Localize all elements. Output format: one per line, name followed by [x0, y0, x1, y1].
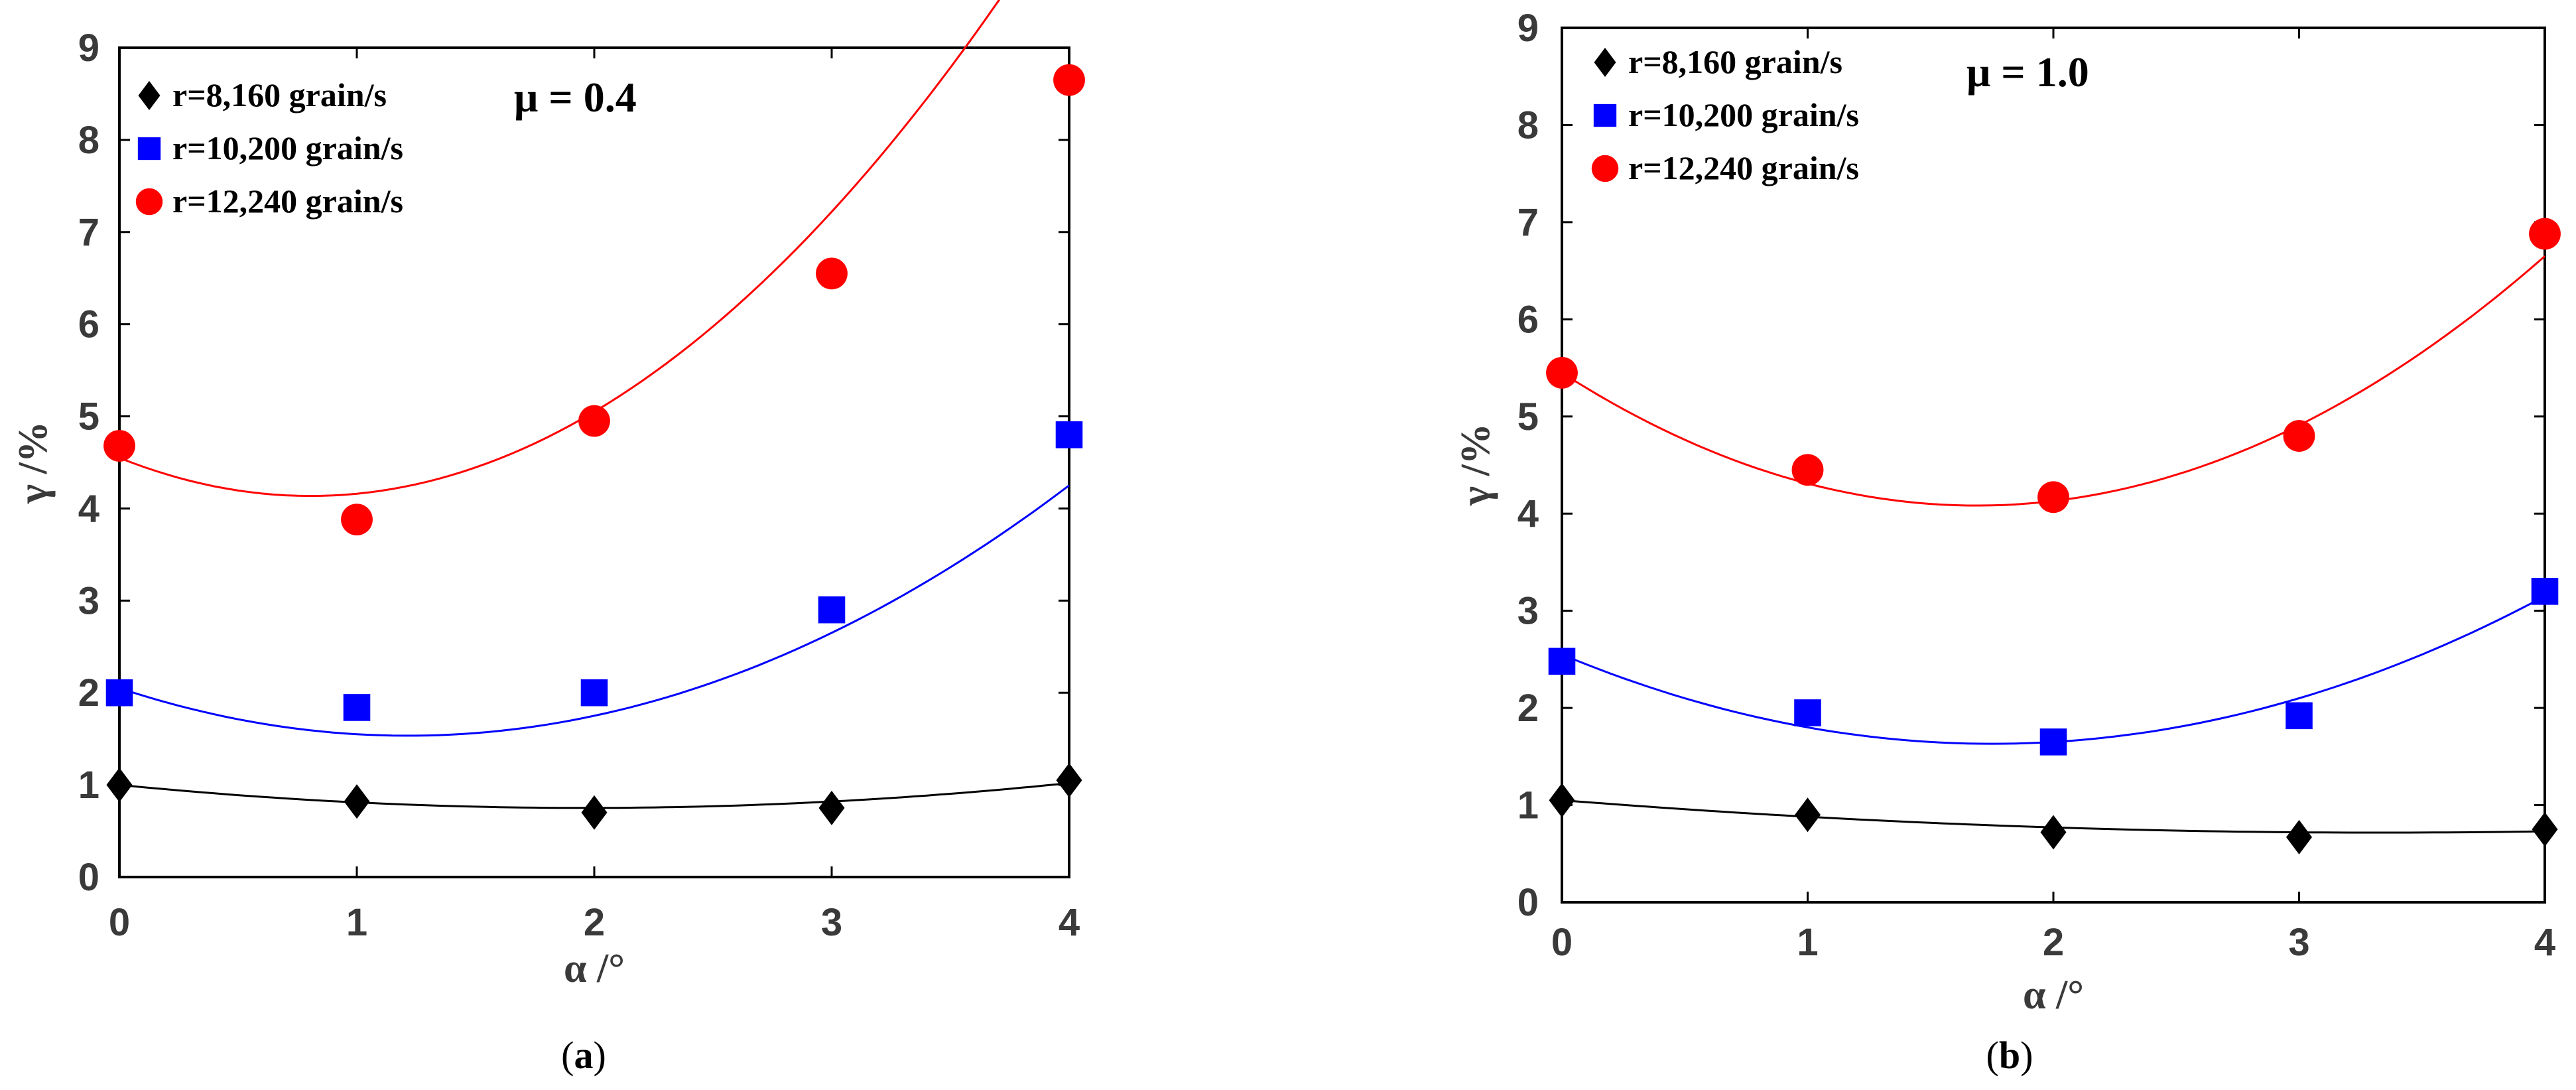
data-point-square — [1548, 647, 1576, 675]
x-tick-label: 0 — [109, 901, 130, 944]
data-point-circle — [578, 405, 610, 437]
y-tick-label: 8 — [78, 119, 99, 162]
data-point-circle — [1053, 64, 1085, 96]
y-tick-label: 8 — [1517, 103, 1539, 147]
y-tick-label: 9 — [1517, 7, 1539, 50]
legend-marker-circle — [1591, 155, 1619, 182]
data-point-square — [2286, 702, 2313, 730]
data-point-diamond — [2040, 815, 2067, 850]
legend-marker-diamond — [1594, 48, 1616, 77]
x-tick-label: 4 — [2534, 921, 2555, 964]
data-point-circle — [2037, 481, 2069, 513]
x-tick-label: 4 — [1059, 901, 1080, 944]
x-axis-label-a: α /° — [564, 946, 625, 991]
x-tick-label: 0 — [1551, 921, 1573, 964]
y-tick-label: 0 — [78, 856, 99, 899]
y-tick-label: 7 — [78, 211, 99, 254]
y-tick-label: 5 — [78, 395, 99, 439]
legend-entry-label: r=10,200 grain/s — [1628, 96, 1859, 133]
y-tick-label: 3 — [1517, 590, 1539, 633]
data-point-circle — [103, 430, 135, 462]
data-point-circle — [1791, 454, 1824, 486]
data-point-diamond — [344, 784, 370, 819]
data-point-circle — [1546, 356, 1578, 389]
data-point-diamond — [1056, 763, 1082, 798]
y-tick-label: 2 — [1517, 687, 1539, 730]
mu-annotation-a: μ = 0.4 — [514, 74, 637, 121]
y-tick-label: 1 — [78, 764, 99, 807]
data-point-circle — [341, 504, 373, 536]
y-tick-label: 5 — [1517, 395, 1539, 439]
x-axis-label-b: α /° — [2023, 973, 2084, 1018]
legend-marker-diamond — [138, 81, 161, 110]
y-tick-label: 4 — [78, 487, 99, 530]
legend-entry-label: r=12,240 grain/s — [1628, 149, 1859, 186]
x-tick-label: 2 — [2043, 921, 2064, 964]
legend-entry-label: r=10,200 grain/s — [172, 129, 403, 167]
data-point-circle — [816, 257, 848, 290]
y-tick-label: 4 — [1517, 492, 1539, 535]
data-point-diamond — [818, 790, 845, 825]
mu-annotation-b: μ = 1.0 — [1966, 48, 2089, 96]
data-point-diamond — [1549, 783, 1575, 818]
panel-caption-b: (b) — [1986, 1034, 2033, 1077]
data-point-diamond — [2286, 819, 2312, 854]
data-point-diamond — [581, 795, 608, 830]
data-point-square — [1794, 699, 1821, 726]
y-tick-label: 2 — [78, 671, 99, 715]
data-point-square — [1055, 421, 1083, 448]
chart-panel-b: 0 1 2 3 4 0 1 2 3 4 5 6 7 8 9 α /° γ /% r=8,160 grain/… — [1453, 7, 2561, 1077]
legend-a: r=8,160 grain/s r=10,200 grain/s r=12,240 … — [135, 76, 403, 220]
legend-entry-label: r=8,160 grain/s — [1628, 43, 1842, 80]
x-tick-label: 3 — [2288, 921, 2309, 964]
y-tick-label: 1 — [1517, 784, 1539, 827]
fit-curve-square-series — [119, 484, 1070, 737]
y-tick-label: 9 — [78, 27, 99, 70]
y-tick-label: 3 — [78, 579, 99, 622]
panel-caption-letter-b: b — [1999, 1034, 2020, 1077]
data-point-square — [818, 596, 846, 624]
legend-marker-circle — [135, 188, 163, 216]
data-point-circle — [2283, 420, 2315, 452]
data-point-square — [2531, 578, 2559, 605]
y-tick-label: 6 — [78, 303, 99, 346]
data-point-diamond — [1795, 797, 1821, 833]
x-tick-label: 3 — [821, 901, 842, 944]
x-tick-label: 1 — [1797, 921, 1818, 964]
panel-caption-a: (a) — [561, 1034, 606, 1077]
legend-entry-label: r=8,160 grain/s — [172, 76, 387, 113]
x-tick-label: 2 — [584, 901, 605, 944]
legend-marker-square — [1593, 103, 1617, 127]
y-tick-label: 0 — [1517, 881, 1539, 924]
y-tick-label: 6 — [1517, 298, 1539, 341]
y-tick-label: 7 — [1517, 201, 1539, 244]
data-point-circle — [2529, 218, 2561, 250]
panel-caption-letter-a: a — [574, 1034, 594, 1077]
legend-b: r=8,160 grain/s r=10,200 grain/s r=12,240 … — [1591, 43, 1859, 186]
y-axis-label-a: γ /% — [11, 421, 56, 504]
x-tick-label: 1 — [346, 901, 367, 944]
data-point-square — [343, 694, 371, 721]
legend-marker-square — [137, 137, 161, 161]
data-point-diamond — [106, 768, 133, 803]
legend-entry-label: r=12,240 grain/s — [172, 182, 403, 220]
data-point-square — [2039, 728, 2067, 756]
y-axis-label-b: γ /% — [1453, 423, 1498, 506]
data-point-square — [580, 679, 608, 707]
plot-frame-a — [118, 46, 1070, 878]
data-point-diamond — [2532, 812, 2558, 847]
data-point-square — [105, 679, 133, 707]
chart-panel-a: 0 1 2 3 4 0 1 2 3 4 5 6 7 8 9 α /° γ /% r=8,160 grain/… — [11, 0, 1085, 1077]
